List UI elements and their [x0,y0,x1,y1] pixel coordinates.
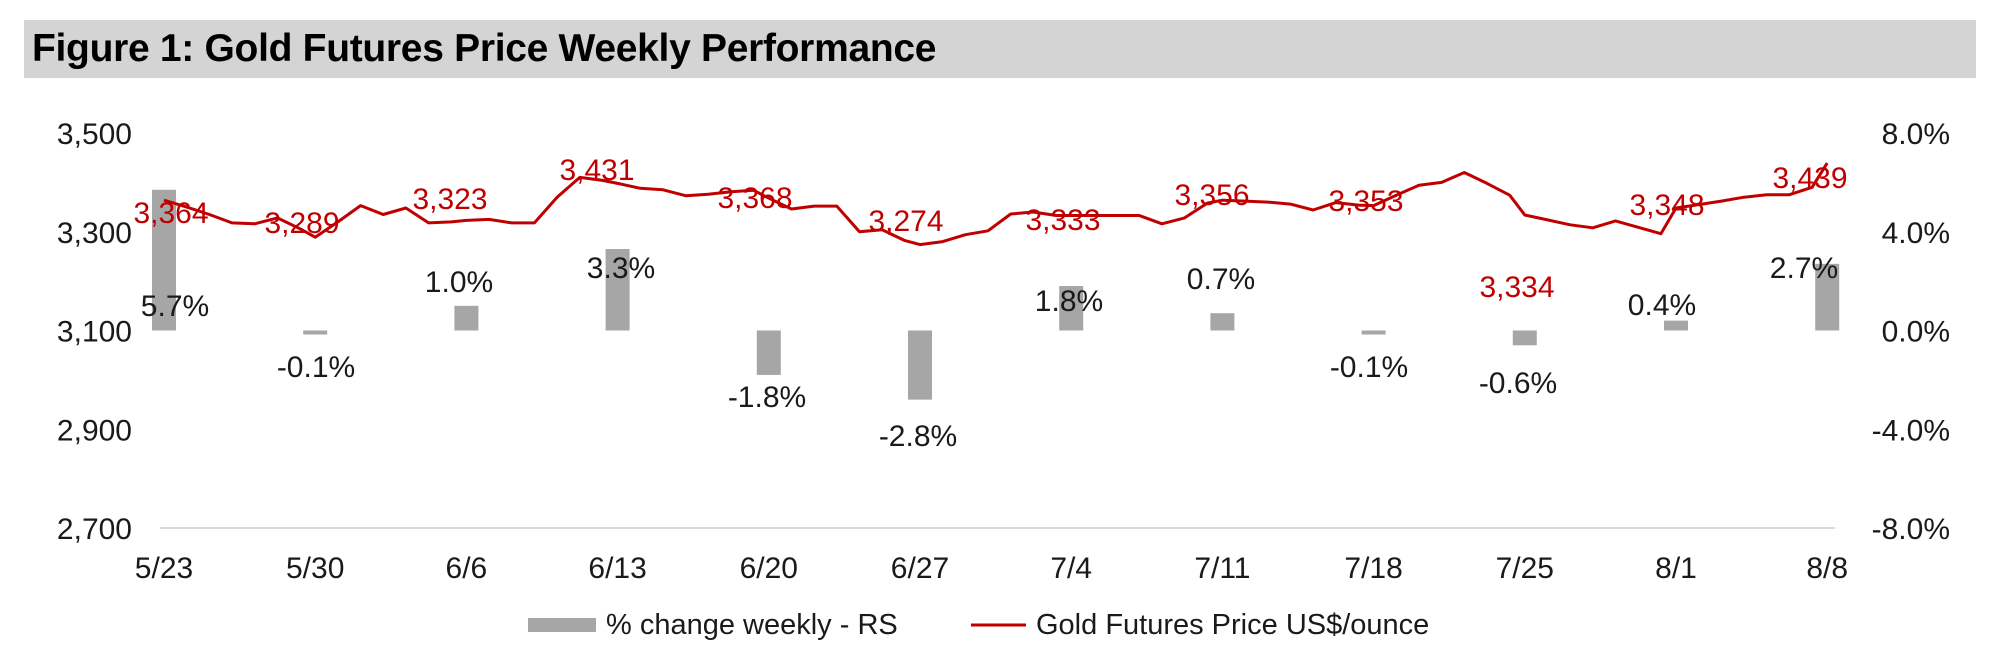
left-axis-tick: 3,100 [57,316,132,349]
bar-6-27 [908,330,932,400]
x-axis-tick: 5/30 [286,552,344,585]
bar-6-13 [605,249,630,331]
bar-value-label: -1.8% [728,381,806,414]
price-value-label: 3,289 [264,207,339,240]
bar-value-label: -0.1% [1330,351,1408,384]
x-axis-tick: 7/18 [1344,552,1402,585]
x-axis-tick: 7/4 [1050,552,1092,585]
bar-6-6 [454,305,479,331]
bar-7-4 [1059,286,1084,331]
x-axis-tick: 6/6 [446,552,488,585]
left-axis-tick: 3,500 [57,118,132,151]
price-value-label: 3,333 [1025,204,1100,237]
bar-value-label: 0.7% [1187,263,1255,296]
x-axis-tick: 6/20 [740,552,798,585]
bar-8-1 [1664,320,1688,331]
price-value-label: 3,368 [717,182,792,215]
bar-5-23 [152,189,176,331]
price-value-label: 3,439 [1772,162,1847,195]
bar-value-label: -0.6% [1479,367,1557,400]
figure-title: Figure 1: Gold Futures Price Weekly Perf… [32,27,937,70]
right-axis-tick: 4.0% [1882,217,1950,250]
bar-value-label: -0.1% [277,351,355,384]
title-bar: Figure 1: Gold Futures Price Weekly Perf… [24,20,1976,78]
bar-7-25 [1512,330,1537,346]
x-axis-tick: 5/23 [135,552,193,585]
bar-6-20 [756,330,781,375]
price-value-label: 3,348 [1629,189,1704,222]
legend-bar-swatch [528,618,596,632]
price-value-label: 3,431 [559,154,634,187]
bar-value-label: 0.4% [1628,289,1696,322]
x-axis-tick: 6/27 [891,552,949,585]
x-axis-tick: 8/1 [1655,552,1697,585]
bar-7-11 [1210,313,1235,331]
bar-value-label: -2.8% [879,420,957,453]
right-axis-tick: 8.0% [1882,118,1950,151]
left-axis-tick: 3,300 [57,217,132,250]
bar-5-30 [303,330,328,335]
bar-value-label: 2.7% [1770,252,1838,285]
bar-value-label: 3.3% [587,252,655,285]
price-line [163,162,1829,247]
x-axis-tick: 6/13 [588,552,646,585]
price-value-label: 3,356 [1174,179,1249,212]
price-value-label: 3,364 [133,197,208,230]
bar-8-8 [1815,263,1840,331]
bar-value-label: 1.0% [425,266,493,299]
x-axis-tick: 8/8 [1806,552,1848,585]
bar-value-label: 5.7% [141,290,209,323]
x-axis-tick: 7/11 [1194,552,1250,585]
price-value-label: 3,274 [868,205,943,238]
x-axis-tick: 7/25 [1496,552,1554,585]
bar-7-18 [1361,330,1386,335]
right-axis-tick: 0.0% [1882,316,1950,349]
right-axis-tick: -4.0% [1872,414,1950,447]
legend-bar-label: % change weekly - RS [606,609,898,641]
price-value-label: 3,334 [1479,271,1554,304]
price-value-label: 3,353 [1328,185,1403,218]
left-axis-tick: 2,900 [57,414,132,447]
price-value-label: 3,323 [412,183,487,216]
bar-value-label: 1.8% [1035,285,1103,318]
left-axis-tick: 2,700 [57,513,132,546]
right-axis-tick: -8.0% [1872,513,1950,546]
legend-line-label: Gold Futures Price US$/ounce [1036,609,1429,641]
